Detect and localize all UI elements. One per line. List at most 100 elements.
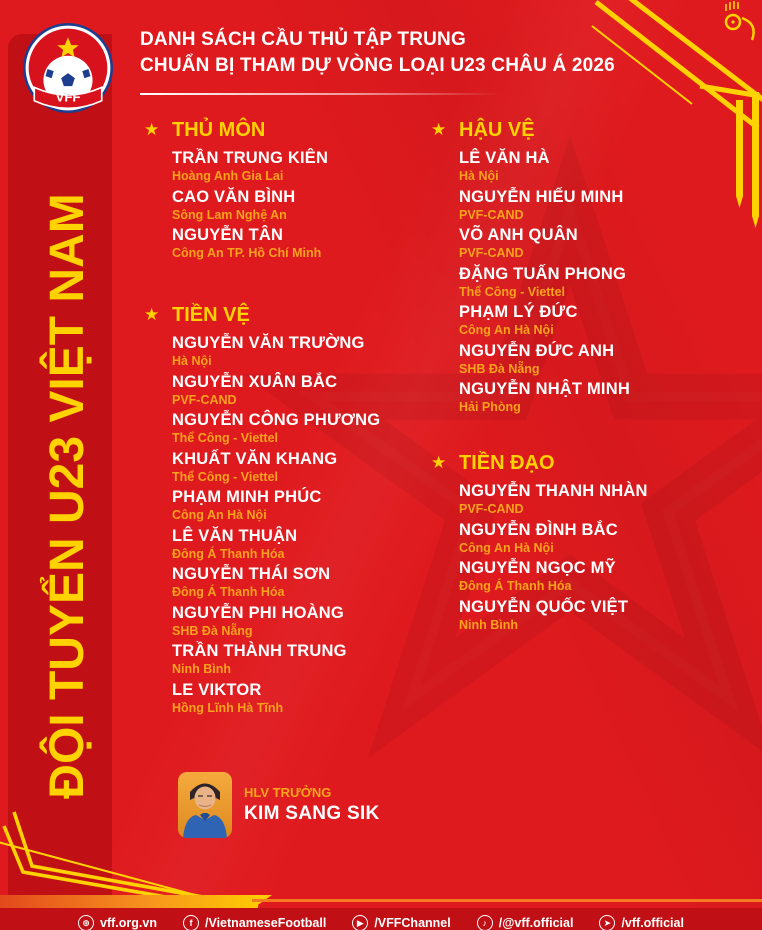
social-link-label: vff.org.vn xyxy=(100,916,157,930)
player-club: PVF-CAND xyxy=(459,502,524,516)
player-name: TRẦN THÀNH TRUNG xyxy=(172,642,347,660)
player-row: NGUYỄN QUỐC VIỆT Ninh Bình xyxy=(459,597,732,632)
section-tien-ve: ★ TIỀN VỆ NGUYỄN VĂN TRƯỜNG Hà Nội NGUYỄN XU… xyxy=(144,303,430,715)
section-title-label: TIỀN VỆ xyxy=(172,304,250,326)
header-line2: CHUẨN BỊ THAM DỰ VÒNG LOẠI U23 CHÂU Á 20… xyxy=(140,55,615,76)
star-icon xyxy=(57,37,79,58)
column-right: ★ HẬU VỆ LÊ VĂN HÀ Hà Nội NGUYỄN HIẾU MINH PV… xyxy=(431,118,732,635)
player-name: NGUYỄN XUÂN BẮC xyxy=(172,372,338,391)
player-club: SHB Đà Nẵng xyxy=(459,361,540,376)
vff-logo: VFF xyxy=(23,23,113,113)
head-coach-block: HLV TRƯỞNG KIM SANG SIK xyxy=(178,772,380,838)
player-club: Hà Nội xyxy=(172,354,212,368)
social-link-vietnamesefootball[interactable]: f/VietnameseFootball xyxy=(182,915,327,930)
player-club: Ninh Bình xyxy=(172,662,232,676)
player-name: NGUYỄN HIẾU MINH xyxy=(459,187,624,206)
player-name: NGUYỄN CÔNG PHƯƠNG xyxy=(172,411,381,429)
player-club: Công An Hà Nội xyxy=(172,508,267,522)
player-name: ĐẶNG TUẤN PHONG xyxy=(459,264,627,283)
player-row: NGUYỄN ĐÌNH BẮC Công An Hà Nội xyxy=(459,520,732,555)
youtube-icon: ▶ xyxy=(352,915,369,930)
section-title-label: THỦ MÔN xyxy=(172,119,266,141)
player-club: Đông Á Thanh Hóa xyxy=(172,585,285,599)
player-name: LÊ VĂN THUẬN xyxy=(172,526,298,545)
facebook-icon: f xyxy=(182,915,199,930)
side-band: ĐỘI TUYỂN U23 VIỆT NAM xyxy=(8,34,112,930)
player-name: PHẠM LÝ ĐỨC xyxy=(459,303,578,321)
player-name: NGUYỄN ĐÌNH BẮC xyxy=(459,520,618,539)
player-row: NGUYỄN VĂN TRƯỜNG Hà Nội xyxy=(172,333,430,368)
player-club: Hồng Lĩnh Hà Tĩnh xyxy=(172,700,284,715)
star-icon: ★ xyxy=(144,305,160,324)
player-row: NGUYỄN THANH NHÀN PVF-CAND xyxy=(459,481,732,516)
player-row: NGUYỄN NGỌC MỸ Đông Á Thanh Hóa xyxy=(459,558,732,593)
player-row: NGUYỄN XUÂN BẮC PVF-CAND xyxy=(172,372,430,407)
section-title: ★ TIỀN ĐẠO xyxy=(431,451,732,475)
poster-header: DANH SÁCH CẦU THỦ TẬP TRUNG CHUẨN BỊ THA… xyxy=(140,27,615,79)
player-name: NGUYỄN ĐỨC ANH xyxy=(459,341,615,360)
player-row: VÕ ANH QUÂN PVF-CAND xyxy=(459,225,732,260)
social-link-label: /vff.official xyxy=(621,916,684,930)
player-name: TRẦN TRUNG KIÊN xyxy=(172,149,329,167)
player-club: Hà Nội xyxy=(459,169,499,183)
player-name: NGUYỄN QUỐC VIỆT xyxy=(459,597,629,616)
player-row: NGUYỄN NHẬT MINH Hải Phòng xyxy=(459,379,732,414)
player-row: KHUẤT VĂN KHANG Thể Công - Viettel xyxy=(172,449,430,484)
player-name: NGUYỄN TÂN xyxy=(172,226,284,244)
bottom-thin-stripe xyxy=(252,899,762,902)
social-link-vff-official[interactable]: ♪ /@vff.official xyxy=(476,915,573,930)
player-row: NGUYỄN CÔNG PHƯƠNG Thể Công - Viettel xyxy=(172,410,430,445)
player-row: NGUYỄN TÂN Công An TP. Hồ Chí Minh xyxy=(172,225,430,260)
player-club: Thể Công - Viettel xyxy=(172,431,279,445)
send-icon: ➤ xyxy=(599,915,616,930)
player-row: NGUYỄN ĐỨC ANH SHB Đà Nẵng xyxy=(459,341,732,376)
player-club: PVF-CAND xyxy=(459,207,524,222)
footer-bar: ⊕ vff.org.vn f/VietnameseFootball ▶ /VFFChan… xyxy=(0,908,762,930)
player-club: Thể Công - Viettel xyxy=(459,284,566,299)
section-title: ★ THỦ MÔN xyxy=(144,118,430,142)
coach-name: KIM SANG SIK xyxy=(244,803,380,824)
player-club: Thể Công - Viettel xyxy=(172,469,279,484)
coach-photo xyxy=(178,772,232,838)
player-row: PHẠM MINH PHÚC Công An Hà Nội xyxy=(172,487,430,522)
player-name: NGUYỄN PHI HOÀNG xyxy=(172,603,344,622)
player-row: NGUYỄN PHI HOÀNG SHB Đà Nẵng xyxy=(172,603,430,638)
player-club: SHB Đà Nẵng xyxy=(172,623,253,638)
player-row: TRẦN TRUNG KIÊN Hoàng Anh Gia Lai xyxy=(172,148,430,183)
player-name: LÊ VĂN HÀ xyxy=(459,149,550,167)
social-link-label: /VFFChannel xyxy=(374,916,451,930)
header-line1: DANH SÁCH CẦU THỦ TẬP TRUNG xyxy=(140,29,466,50)
social-link-vffchannel[interactable]: ▶ /VFFChannel xyxy=(352,915,451,930)
player-club: PVF-CAND xyxy=(459,246,524,260)
tiktok-icon: ♪ xyxy=(476,915,493,930)
star-icon: ★ xyxy=(431,120,447,139)
player-name: CAO VĂN BÌNH xyxy=(172,187,296,206)
player-row: LE VIKTOR Hồng Lĩnh Hà Tĩnh xyxy=(172,680,430,715)
player-club: Công An Hà Nội xyxy=(459,540,554,555)
column-left: ★ THỦ MÔN TRẦN TRUNG KIÊN Hoàng Anh Gia Lai… xyxy=(144,118,430,718)
player-name: PHẠM MINH PHÚC xyxy=(172,488,322,506)
player-name: KHUẤT VĂN KHANG xyxy=(172,449,338,468)
section-tien-dao: ★ TIỀN ĐẠO NGUYỄN THANH NHÀN PVF-CAND NGUYỄN… xyxy=(431,451,732,632)
player-row: LÊ VĂN HÀ Hà Nội xyxy=(459,148,732,183)
player-name: NGUYỄN VĂN TRƯỜNG xyxy=(172,334,365,352)
social-link-vff-official[interactable]: ➤ /vff.official xyxy=(599,915,684,930)
player-row: TRẦN THÀNH TRUNG Ninh Bình xyxy=(172,641,430,676)
player-club: Sông Lam Nghệ An xyxy=(172,207,287,222)
header-divider xyxy=(140,93,500,95)
player-name: NGUYỄN NHẬT MINH xyxy=(459,380,630,398)
svg-text:VFF: VFF xyxy=(55,90,80,105)
section-hau-ve: ★ HẬU VỆ LÊ VĂN HÀ Hà Nội NGUYỄN HIẾU MINH PV… xyxy=(431,118,732,414)
player-name: VÕ ANH QUÂN xyxy=(459,226,578,244)
section-title: ★ TIỀN VỆ xyxy=(144,303,430,327)
social-link-label: /VietnameseFootball xyxy=(204,916,327,930)
section-title-label: TIỀN ĐẠO xyxy=(459,452,555,474)
player-club: Công An Hà Nội xyxy=(459,323,554,337)
player-club: PVF-CAND xyxy=(172,392,237,407)
section-thu-mon: ★ THỦ MÔN TRẦN TRUNG KIÊN Hoàng Anh Gia Lai… xyxy=(144,118,430,260)
coach-role-label: HLV TRƯỞNG xyxy=(244,785,332,800)
globe-icon: ⊕ xyxy=(78,915,95,930)
player-row: ĐẶNG TUẤN PHONG Thể Công - Viettel xyxy=(459,264,732,299)
social-link-vff-org-vn[interactable]: ⊕ vff.org.vn xyxy=(78,915,157,930)
